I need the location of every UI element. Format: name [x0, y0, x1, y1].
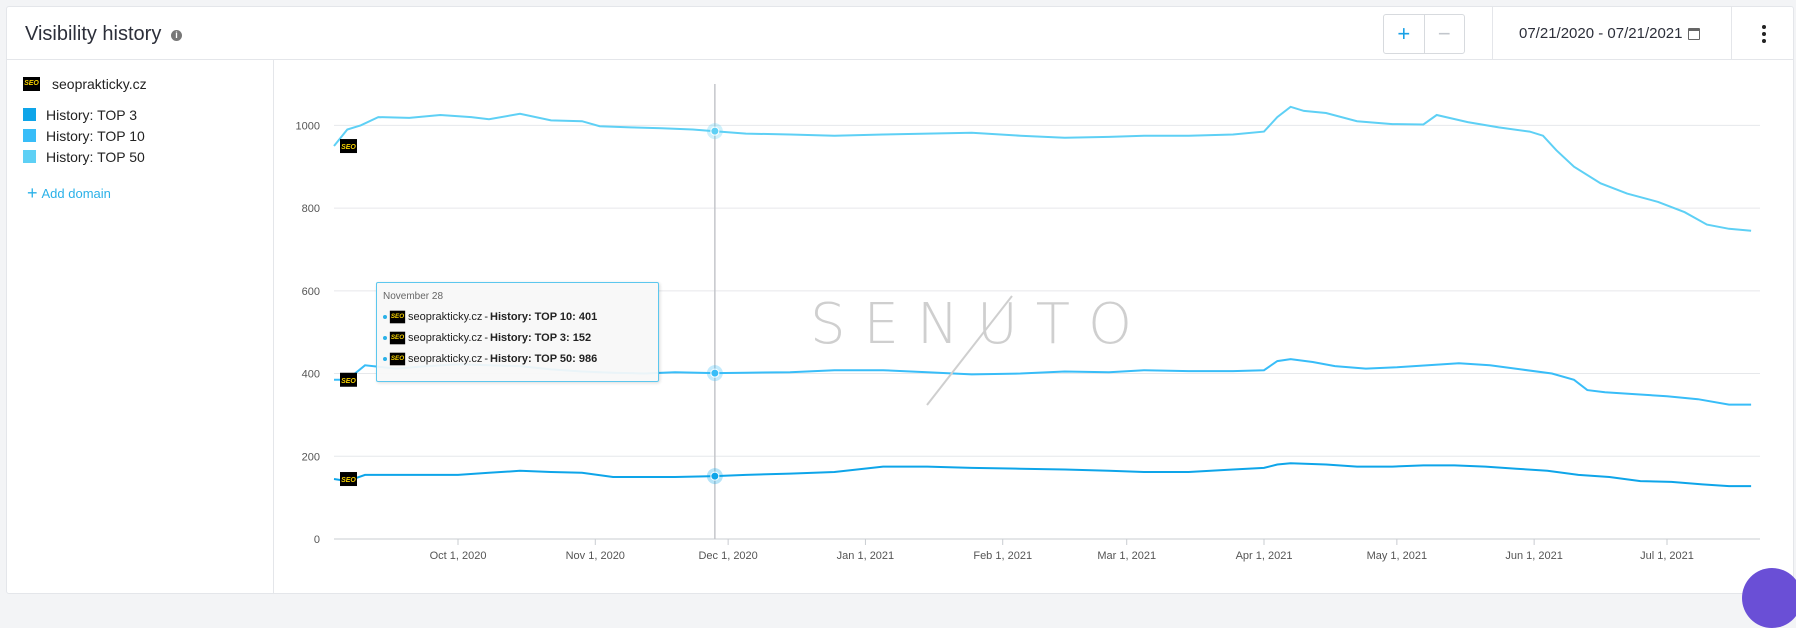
- seo-logo-marker-text: SEO: [341, 378, 356, 385]
- series-dot: [383, 336, 387, 340]
- date-range-picker[interactable]: 07/21/2020 - 07/21/2021: [1519, 25, 1701, 42]
- seo-logo-marker-text: SEO: [341, 144, 356, 151]
- add-domain-label: Add domain: [41, 186, 111, 201]
- info-icon[interactable]: i: [171, 30, 182, 41]
- tooltip-domain: seoprakticky.cz: [408, 311, 483, 323]
- tooltip-separator: -: [484, 332, 489, 344]
- y-tick-label: 0: [314, 534, 320, 546]
- tooltip-row: SEO seoprakticky.cz - History: TOP 50: 9…: [383, 352, 597, 366]
- series-line: [333, 462, 1752, 488]
- y-tick-label: 200: [302, 451, 320, 463]
- tooltip-domain: seoprakticky.cz: [408, 332, 483, 344]
- legend-swatch: [23, 108, 36, 121]
- seo-logo-marker: [340, 372, 357, 387]
- watermark-slash: [926, 295, 1013, 406]
- panel-header: Visibility history i + − 07/21/2020 - 07…: [7, 7, 1793, 60]
- zoom-controls: + −: [1383, 14, 1465, 54]
- seo-logo-marker: [340, 139, 357, 154]
- legend-item-top10[interactable]: History: TOP 10: [23, 125, 145, 146]
- x-tick-label: Nov 1, 2020: [566, 550, 625, 562]
- more-menu-icon[interactable]: [1755, 23, 1773, 45]
- domain-entry: SEO seoprakticky.cz: [23, 76, 147, 92]
- x-tick-label: Jun 1, 2021: [1505, 550, 1563, 562]
- tooltip-separator: -: [484, 353, 489, 365]
- legend-swatch: [23, 150, 36, 163]
- date-range-text: 07/21/2020 - 07/21/2021: [1519, 25, 1683, 42]
- legend-label: History: TOP 10: [46, 127, 145, 144]
- add-domain-button[interactable]: + Add domain: [27, 183, 111, 203]
- chat-bubble-icon[interactable]: [1742, 568, 1796, 628]
- series-line: [333, 105, 1752, 232]
- tooltip-date: November 28: [383, 291, 444, 302]
- seo-logo: SEO: [23, 77, 40, 91]
- header-divider: [1731, 7, 1732, 59]
- hover-point: [710, 471, 720, 481]
- hover-point: [710, 126, 720, 136]
- chart-legend: History: TOP 3 History: TOP 10 History: …: [23, 104, 145, 167]
- legend-item-top50[interactable]: History: TOP 50: [23, 146, 145, 167]
- y-tick-label: 800: [302, 203, 320, 215]
- legend-label: History: TOP 3: [46, 106, 138, 123]
- x-tick-label: Jul 1, 2021: [1640, 550, 1694, 562]
- legend-sidebar: SEO seoprakticky.cz History: TOP 3 Histo…: [7, 60, 274, 593]
- x-tick-label: Oct 1, 2020: [430, 550, 487, 562]
- header-divider: [1492, 7, 1493, 59]
- tooltip-row: SEO seoprakticky.cz - History: TOP 10: 4…: [383, 310, 597, 324]
- plus-icon: +: [27, 183, 38, 203]
- visibility-panel: Visibility history i + − 07/21/2020 - 07…: [6, 6, 1794, 594]
- zoom-in-button[interactable]: +: [1384, 15, 1425, 53]
- tooltip-row: SEO seoprakticky.cz - History: TOP 3: 15…: [383, 331, 591, 345]
- seo-logo: SEO: [389, 352, 406, 366]
- tooltip-value: History: TOP 10: 401: [490, 311, 598, 323]
- tooltip-value: History: TOP 50: 986: [490, 353, 598, 365]
- legend-swatch: [23, 129, 36, 142]
- hover-point: [710, 368, 720, 378]
- y-tick-label: 1000: [296, 120, 320, 132]
- seo-logo: SEO: [389, 331, 406, 345]
- legend-item-top3[interactable]: History: TOP 3: [23, 104, 145, 125]
- x-tick-label: Jan 1, 2021: [837, 550, 895, 562]
- x-tick-label: Feb 1, 2021: [973, 550, 1032, 562]
- x-tick-label: Dec 1, 2020: [698, 550, 757, 562]
- tooltip-domain: seoprakticky.cz: [408, 353, 483, 365]
- seo-logo: SEO: [389, 310, 406, 324]
- series-dot: [383, 315, 387, 319]
- legend-label: History: TOP 50: [46, 148, 145, 165]
- seo-logo-marker: [340, 472, 357, 487]
- x-tick-label: Mar 1, 2021: [1097, 550, 1156, 562]
- calendar-icon: [1688, 27, 1701, 40]
- tooltip-separator: -: [484, 311, 489, 323]
- x-tick-label: Apr 1, 2021: [1236, 550, 1293, 562]
- page-title: Visibility history: [25, 23, 162, 45]
- seo-logo-marker-text: SEO: [341, 477, 356, 484]
- senuto-watermark: SENUTO: [810, 292, 1151, 357]
- x-tick-label: May 1, 2021: [1367, 550, 1428, 562]
- y-tick-label: 600: [302, 286, 320, 298]
- series-dot: [383, 357, 387, 361]
- chart-tooltip: November 28 SEO seoprakticky.cz - Histor…: [376, 282, 659, 382]
- tooltip-value: History: TOP 3: 152: [490, 332, 592, 344]
- domain-name: seoprakticky.cz: [52, 76, 147, 92]
- y-tick-label: 400: [302, 369, 320, 381]
- zoom-out-button[interactable]: −: [1437, 21, 1451, 46]
